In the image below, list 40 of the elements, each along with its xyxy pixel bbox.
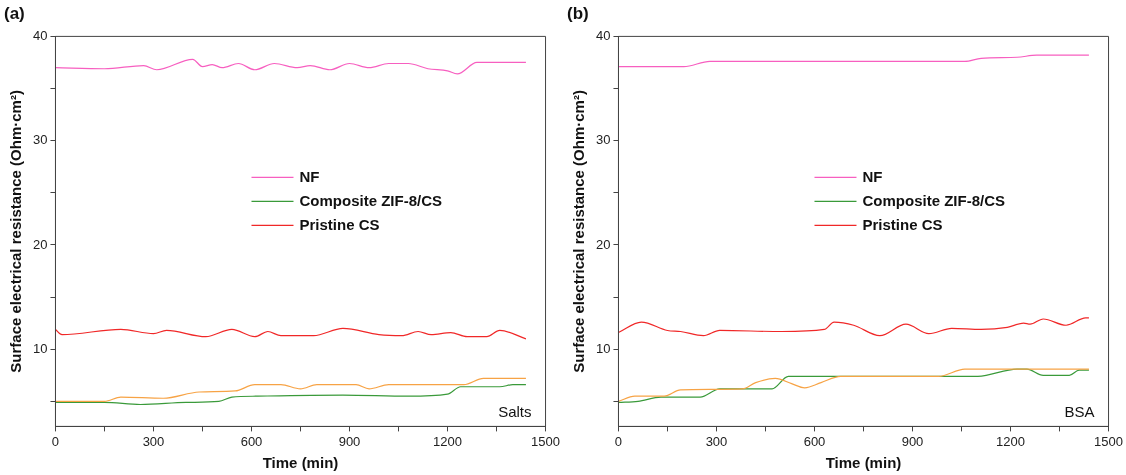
y-axis-title: Surface electrical resistance (Ohm·cm²) xyxy=(7,90,25,373)
x-tick-label: 600 xyxy=(803,433,826,449)
y-tick-label: 40 xyxy=(32,27,48,43)
line-series xyxy=(55,377,527,402)
x-tick-label: 0 xyxy=(51,433,60,449)
legend-label: Pristine CS xyxy=(862,215,943,233)
x-tick-label: 900 xyxy=(901,433,924,449)
y-tick-label: 40 xyxy=(595,27,611,43)
y-tick-label: 30 xyxy=(595,132,611,148)
x-tick-label: 300 xyxy=(142,433,165,449)
line-series xyxy=(618,54,1090,68)
line-series xyxy=(618,317,1090,337)
y-tick-label: 10 xyxy=(595,340,611,356)
x-axis-title: Time (min) xyxy=(825,454,902,472)
annotation: Salts xyxy=(498,403,532,421)
y-axis-title: Surface electrical resistance (Ohm·cm²) xyxy=(570,90,588,373)
legend-label: NF xyxy=(299,167,320,185)
x-axis-title: Time (min) xyxy=(262,454,339,472)
x-tick-label: 1200 xyxy=(433,433,462,449)
x-tick-label: 900 xyxy=(338,433,361,449)
chart-title: (b) xyxy=(567,3,589,23)
x-tick-label: 1500 xyxy=(531,433,560,449)
line-series xyxy=(55,327,527,340)
legend-label: Pristine CS xyxy=(299,215,380,233)
x-tick-label: 1200 xyxy=(996,433,1025,449)
legend-label: Composite ZIF-8/CS xyxy=(299,191,443,209)
x-tick-label: 1500 xyxy=(1094,433,1123,449)
legend-label: NF xyxy=(862,167,883,185)
chart-title: (a) xyxy=(4,3,25,23)
x-tick-label: 0 xyxy=(614,433,623,449)
line-series xyxy=(55,58,527,75)
x-tick-label: 300 xyxy=(705,433,728,449)
x-tick-label: 600 xyxy=(240,433,263,449)
y-tick-label: 10 xyxy=(32,340,48,356)
annotation: BSA xyxy=(1064,403,1095,421)
y-tick-label: 30 xyxy=(32,132,48,148)
legend-label: Composite ZIF-8/CS xyxy=(862,191,1006,209)
y-tick-label: 20 xyxy=(595,236,611,252)
y-tick-label: 20 xyxy=(32,236,48,252)
line-series xyxy=(55,384,527,406)
